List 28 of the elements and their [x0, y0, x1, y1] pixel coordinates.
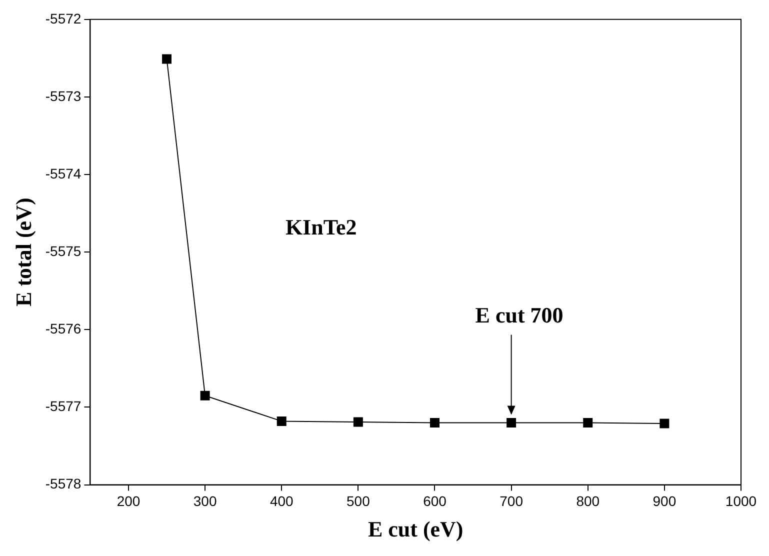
x-tick-label: 700	[500, 493, 524, 510]
y-axis-title: E total (eV)	[10, 198, 36, 306]
x-tick-label: 400	[270, 493, 294, 510]
point	[162, 54, 172, 64]
x-tick-label: 600	[423, 493, 447, 510]
point	[430, 418, 440, 428]
annotation: KInTe2	[285, 214, 357, 240]
y-tick-label: -5577	[45, 398, 82, 414]
y-tick-label: -5575	[45, 242, 82, 259]
point	[353, 417, 363, 427]
x-tick-label: 800	[576, 493, 600, 510]
x-tick-label: 1000	[725, 493, 757, 510]
y-tick-label: -5574	[45, 165, 82, 182]
point	[583, 418, 593, 428]
y-tick-label: -5573	[45, 88, 82, 104]
x-tick-label: 300	[193, 493, 217, 510]
point	[660, 418, 670, 428]
x-tick-label: 200	[116, 493, 140, 510]
y-tick-label: -5576	[45, 320, 82, 337]
x-tick-label: 900	[652, 493, 676, 510]
x-axis-title: E cut (eV)	[368, 516, 464, 542]
point	[506, 418, 516, 428]
x-tick-label: 500	[346, 493, 370, 510]
point	[200, 390, 210, 400]
y-tick-label: -5578	[45, 476, 82, 492]
point	[276, 416, 286, 426]
y-tick-label: -5572	[45, 10, 82, 26]
annotation: E cut 700	[475, 302, 564, 328]
